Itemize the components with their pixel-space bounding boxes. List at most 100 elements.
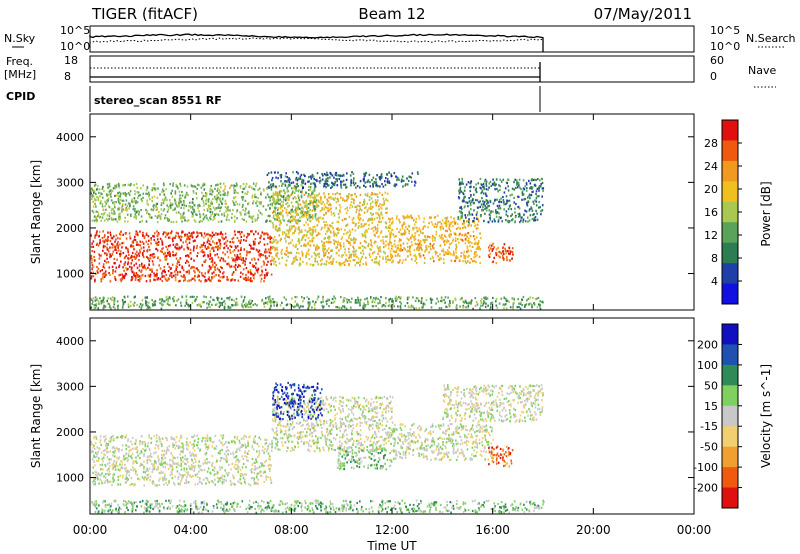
data-cell [394, 297, 397, 300]
data-cell [509, 306, 512, 309]
data-cell [402, 259, 405, 262]
data-cell [364, 231, 366, 234]
data-cell [248, 215, 251, 218]
data-cell [309, 227, 311, 230]
data-cell [92, 205, 95, 208]
data-cell [201, 234, 203, 237]
data-cell [204, 234, 207, 237]
data-cell [333, 182, 336, 185]
data-cell [481, 184, 483, 187]
data-cell [378, 176, 381, 179]
data-cell [427, 235, 429, 238]
data-cell [323, 192, 325, 195]
data-cell [356, 261, 358, 264]
data-cell [350, 181, 352, 184]
data-cell [216, 253, 219, 256]
data-cell [175, 243, 177, 246]
data-cell [277, 240, 279, 243]
data-cell [138, 213, 140, 216]
data-cell [408, 248, 411, 251]
data-cell [167, 232, 170, 235]
data-cell [370, 197, 373, 200]
data-cell [372, 252, 374, 255]
data-cell [326, 223, 329, 226]
data-cell [198, 220, 201, 224]
data-cell [306, 296, 308, 299]
data-cell [450, 241, 453, 245]
data-cell [189, 205, 192, 208]
data-cell [260, 201, 262, 204]
data-cell [424, 249, 427, 252]
data-cell [142, 184, 144, 187]
data-cell [413, 184, 416, 187]
data-cell [209, 306, 211, 309]
data-cell [199, 214, 202, 217]
data-cell [134, 295, 136, 298]
data-cell [260, 235, 262, 238]
data-cell [346, 239, 349, 242]
data-cell [342, 173, 345, 176]
data-cell [284, 252, 286, 255]
data-cell [423, 261, 426, 265]
data-cell [226, 250, 229, 253]
data-cell [389, 218, 392, 221]
data-cell [192, 249, 195, 252]
data-cell [373, 251, 376, 254]
data-cell [507, 178, 510, 181]
data-cell [279, 304, 282, 307]
data-cell [352, 245, 354, 248]
data-cell [450, 259, 453, 262]
data-cell [134, 468, 136, 471]
data-cell [309, 175, 312, 178]
data-cell [410, 216, 413, 219]
data-cell [304, 204, 306, 207]
data-cell [495, 262, 498, 265]
data-cell [122, 476, 124, 479]
data-cell [473, 252, 476, 256]
data-cell [370, 227, 373, 230]
data-cell [461, 222, 464, 225]
data-cell [105, 273, 108, 276]
data-cell [144, 274, 147, 277]
data-cell [196, 304, 199, 307]
data-cell [393, 239, 396, 242]
data-cell [531, 191, 533, 194]
data-cell [199, 215, 201, 219]
data-cell [361, 233, 364, 236]
data-cell [289, 178, 291, 181]
data-cell [137, 275, 140, 278]
data-cell [222, 238, 225, 241]
data-cell [253, 265, 256, 268]
data-cell [134, 252, 137, 255]
data-cell [474, 189, 477, 192]
data-cell [369, 206, 372, 209]
data-cell [101, 269, 103, 272]
data-cell [180, 215, 182, 218]
data-cell [375, 178, 377, 181]
data-cell [167, 262, 169, 266]
data-cell [193, 259, 195, 262]
data-cell [156, 202, 159, 205]
data-cell [495, 211, 497, 214]
data-cell [459, 182, 461, 185]
data-cell [93, 304, 95, 307]
data-cell [431, 244, 434, 247]
data-cell [250, 471, 253, 474]
data-cell [459, 218, 461, 221]
data-cell [315, 219, 318, 222]
data-cell [357, 246, 360, 249]
data-cell [380, 212, 382, 215]
data-cell [443, 240, 445, 243]
data-cell [171, 274, 173, 277]
data-cell [445, 252, 447, 255]
data-cell [437, 300, 440, 303]
data-cell [247, 440, 249, 443]
data-cell [305, 233, 308, 237]
data-cell [364, 304, 367, 307]
data-cell [173, 462, 175, 465]
data-cell [375, 256, 378, 259]
data-cell [116, 300, 119, 303]
data-cell [414, 235, 416, 238]
data-cell [447, 220, 450, 223]
data-cell [475, 216, 478, 219]
